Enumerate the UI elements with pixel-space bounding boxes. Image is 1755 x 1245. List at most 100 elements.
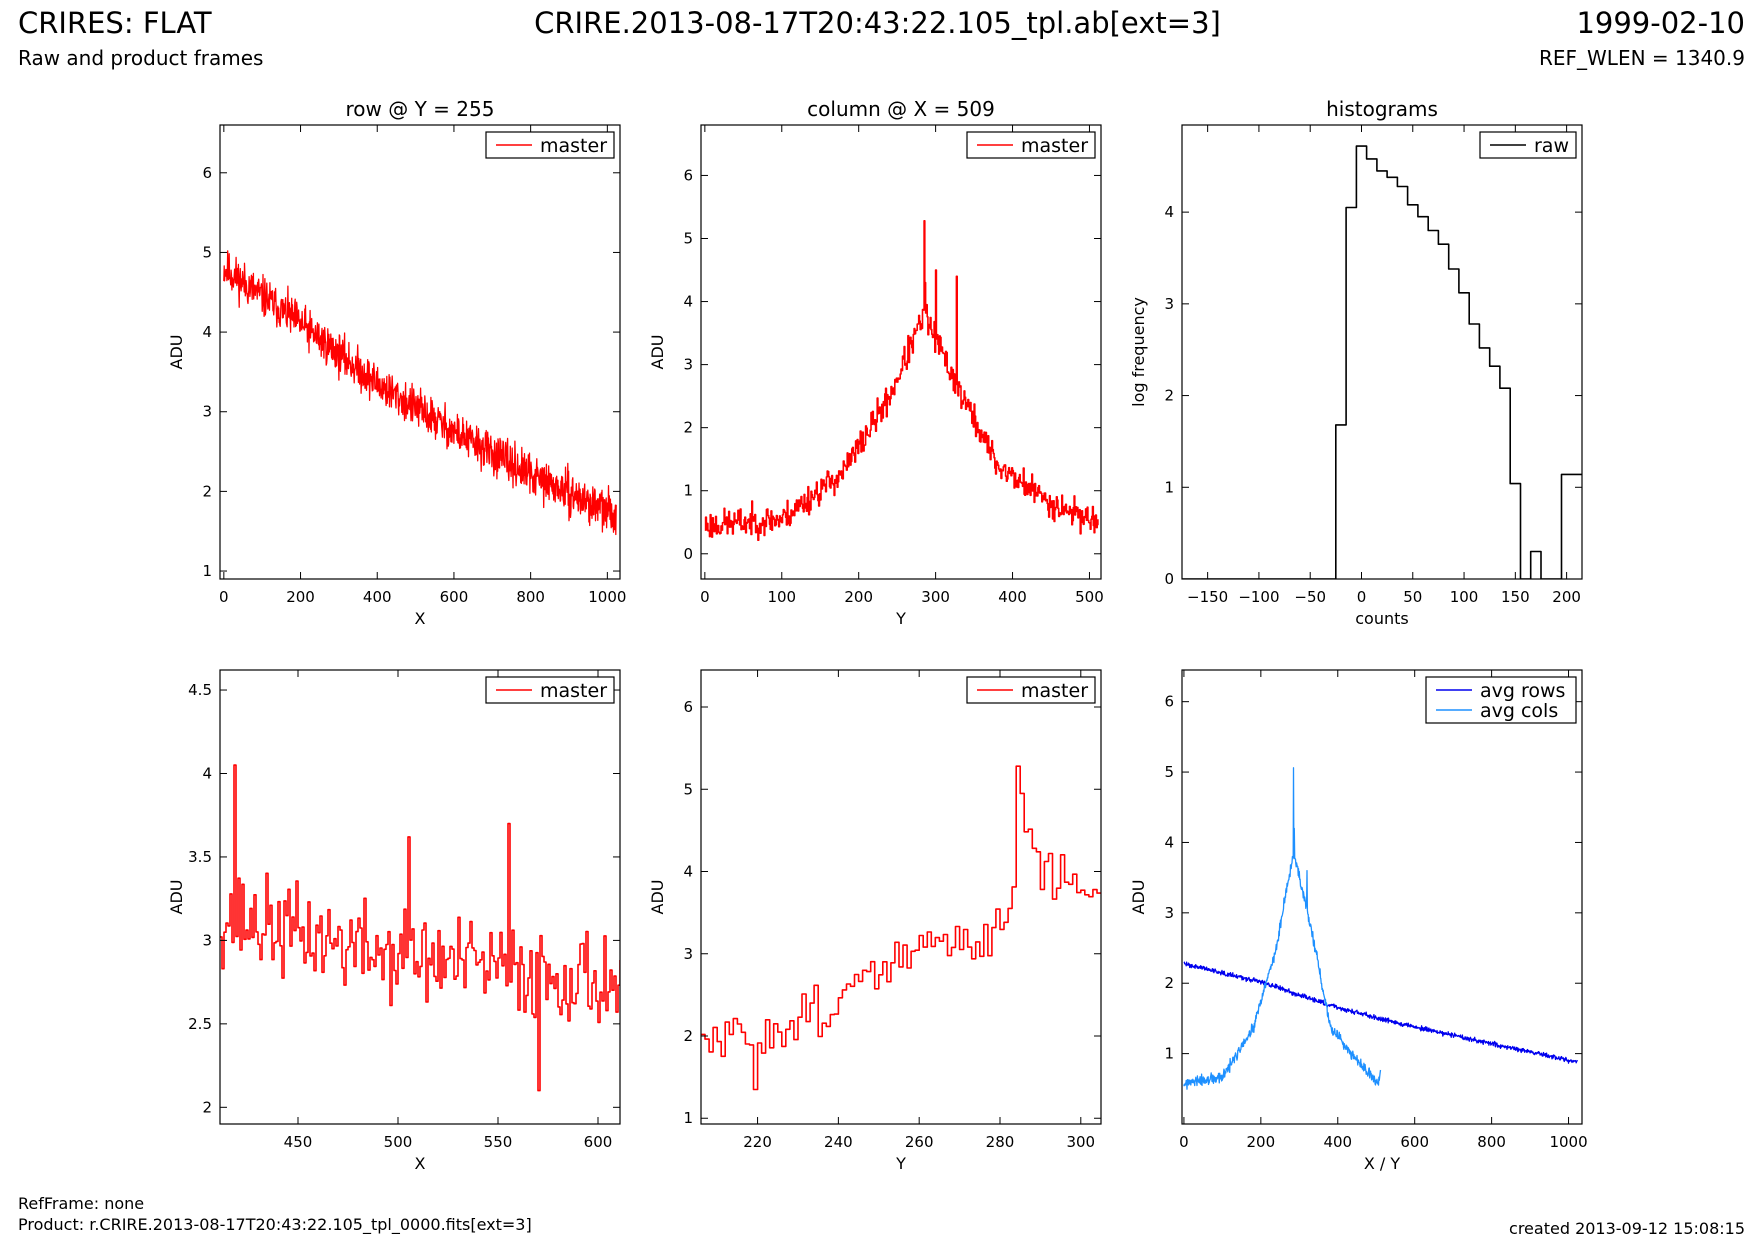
y-tick-label: 2 — [683, 419, 693, 437]
x-tick-label: 200 — [1552, 588, 1581, 606]
x-tick-label: 0 — [700, 588, 710, 606]
x-tick-label: 400 — [363, 588, 392, 606]
avg-plot: 0 200 400 600 800 1000 1 2 3 4 5 6 X / Y ADU avg rowsa… — [1129, 669, 1588, 1173]
x-tick-label: 50 — [1403, 588, 1422, 606]
row-zoom-plot: 450 500 550 600 2 2.5 3 3.5 4 4.5 X ADU master — [167, 669, 621, 1173]
x-axis-label: X — [415, 1154, 426, 1173]
y-tick-label: 0 — [1164, 570, 1174, 588]
y-axis-label: ADU — [648, 335, 667, 370]
y-tick-label: 1 — [202, 562, 212, 580]
y-tick-label: 4 — [1164, 833, 1174, 851]
plot-frame — [219, 669, 621, 1125]
x-tick-label: 100 — [1450, 588, 1479, 606]
legend-label: master — [540, 135, 607, 157]
y-tick-label: 6 — [683, 698, 693, 716]
x-axis-label: Y — [895, 609, 906, 628]
y-axis-label: log frequency — [1129, 297, 1148, 407]
series-line-avg-rows — [1183, 961, 1578, 1064]
plot-title: column @ X = 509 — [807, 97, 995, 121]
y-tick-label: 4 — [683, 293, 693, 311]
series-line-master — [704, 220, 1099, 541]
x-axis-label: Y — [895, 1154, 906, 1173]
y-tick-label: 4 — [1164, 203, 1174, 221]
y-tick-label: 3.5 — [188, 848, 212, 866]
x-tick-label: 100 — [767, 588, 796, 606]
series-line-avg-cols — [1183, 767, 1382, 1090]
x-tick-label: 400 — [998, 588, 1027, 606]
x-tick-label: −100 — [1238, 588, 1279, 606]
y-axis-label: ADU — [648, 880, 667, 915]
x-tick-label: 500 — [384, 1133, 413, 1151]
row-plot: 0 200 400 600 800 1000 1 2 3 4 5 6 row @ Y = 255 X ADU… — [167, 97, 626, 628]
y-axis-label: ADU — [167, 335, 186, 370]
x-tick-label: 450 — [284, 1133, 313, 1151]
y-tick-label: 3 — [1164, 904, 1174, 922]
y-tick-label: 3 — [683, 356, 693, 374]
y-tick-label: 2 — [202, 1098, 212, 1116]
legend — [1425, 676, 1577, 724]
y-tick-label: 5 — [202, 243, 212, 261]
y-axis-label: ADU — [167, 880, 186, 915]
x-tick-label: 800 — [516, 588, 545, 606]
y-tick-label: 4.5 — [188, 681, 212, 699]
y-tick-label: 1 — [1164, 1045, 1174, 1063]
series-line-master — [223, 250, 617, 536]
y-tick-label: 2 — [683, 1027, 693, 1045]
y-tick-label: 6 — [683, 166, 693, 184]
y-tick-label: 3 — [202, 931, 212, 949]
legend-label: master — [540, 680, 607, 702]
x-tick-label: 150 — [1501, 588, 1530, 606]
y-tick-label: 2 — [1164, 387, 1174, 405]
plot-frame — [1181, 124, 1583, 580]
x-axis-label: X — [415, 609, 426, 628]
y-tick-label: 1 — [683, 482, 693, 500]
y-tick-label: 4 — [202, 323, 212, 341]
plot-frame — [1181, 669, 1583, 1125]
y-tick-label: 6 — [1164, 693, 1174, 711]
x-tick-label: −50 — [1294, 588, 1326, 606]
col-zoom-plot: 220 240 260 280 300 1 2 3 4 5 6 Y ADU master — [648, 669, 1102, 1173]
series-line-raw — [1182, 145, 1582, 579]
x-tick-label: 260 — [905, 1133, 934, 1151]
x-tick-label: 300 — [1066, 1133, 1095, 1151]
file-title: CRIRE.2013-08-17T20:43:22.105_tpl.ab[ext… — [534, 6, 1221, 40]
x-tick-label: 400 — [1323, 1133, 1352, 1151]
created-label: created 2013-09-12 15:08:15 — [1509, 1219, 1745, 1238]
x-tick-label: 300 — [921, 588, 950, 606]
legend-label: avg rows — [1480, 680, 1565, 702]
legend-label: master — [1021, 680, 1088, 702]
ref-wlen-label: REF_WLEN = 1340.9 — [1538, 46, 1745, 70]
series-line-master — [220, 764, 620, 1092]
x-tick-label: −150 — [1187, 588, 1228, 606]
y-tick-label: 5 — [683, 230, 693, 248]
x-tick-label: 600 — [584, 1133, 613, 1151]
date-label: 1999-02-10 — [1576, 6, 1745, 40]
x-tick-label: 0 — [1179, 1133, 1189, 1151]
x-axis-label: counts — [1355, 609, 1408, 628]
series-line-master — [701, 765, 1101, 1091]
page-subtitle: Raw and product frames — [18, 46, 264, 70]
x-tick-label: 0 — [219, 588, 229, 606]
plot-title: row @ Y = 255 — [346, 97, 495, 121]
legend-label: raw — [1534, 135, 1569, 157]
x-tick-label: 500 — [1075, 588, 1104, 606]
legend-label: master — [1021, 135, 1088, 157]
x-tick-label: 800 — [1477, 1133, 1506, 1151]
y-tick-label: 2 — [202, 482, 212, 500]
x-tick-label: 280 — [986, 1133, 1015, 1151]
x-tick-label: 240 — [824, 1133, 853, 1151]
x-tick-label: 600 — [440, 588, 469, 606]
x-axis-label: X / Y — [1364, 1154, 1401, 1173]
y-tick-label: 3 — [683, 945, 693, 963]
x-tick-label: 550 — [484, 1133, 513, 1151]
refframe-label: RefFrame: none — [18, 1194, 145, 1213]
plot-frame — [700, 124, 1102, 580]
x-tick-label: 0 — [1357, 588, 1367, 606]
x-tick-label: 200 — [1247, 1133, 1276, 1151]
x-tick-label: 200 — [844, 588, 873, 606]
page-title: CRIRES: FLAT — [18, 6, 212, 40]
y-tick-label: 5 — [1164, 763, 1174, 781]
y-tick-label: 6 — [202, 164, 212, 182]
plot-frame — [700, 669, 1102, 1125]
